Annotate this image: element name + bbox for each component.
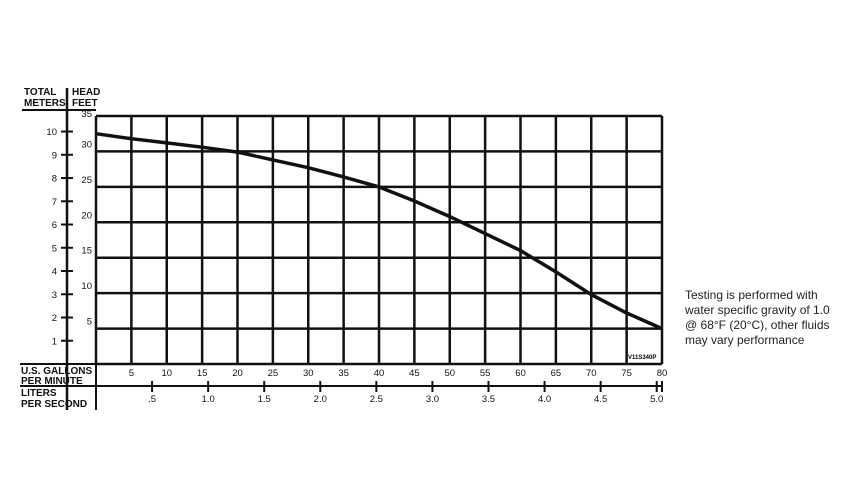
axes [20, 88, 663, 410]
meter-tick-label: 3 [52, 290, 57, 301]
gpm-tick-label: 75 [621, 368, 632, 379]
feet-tick-label: 15 [81, 246, 92, 257]
gpm-tick-label: 15 [197, 368, 208, 379]
y-label-meters: METERS [24, 98, 66, 109]
meter-tick-label: 7 [52, 197, 57, 208]
lps-tick-label: 4.5 [594, 394, 607, 405]
lps-tick-label: 5.0 [650, 394, 663, 405]
x-label-lps-2: PER SECOND [21, 399, 87, 410]
gpm-tick-label: 35 [338, 368, 349, 379]
y-header-total: TOTAL [24, 87, 56, 98]
meter-tick-label: 4 [52, 267, 57, 278]
feet-tick-label: 10 [81, 281, 92, 292]
testing-note: Testing is performed with water specific… [685, 288, 830, 347]
lps-tick-label: 1.5 [258, 394, 271, 405]
feet-tick-label: 20 [81, 210, 92, 221]
grid [94, 114, 664, 366]
gpm-tick-label: 25 [268, 368, 279, 379]
gpm-tick-label: 30 [303, 368, 314, 379]
gpm-tick-label: 45 [409, 368, 420, 379]
gpm-tick-label: 80 [657, 368, 668, 379]
lps-tick-label: 3.5 [482, 394, 495, 405]
meter-tick-label: 2 [52, 313, 57, 324]
gpm-tick-label: 40 [374, 368, 385, 379]
gpm-tick-label: 5 [129, 368, 134, 379]
lps-tick-label: 2.0 [314, 394, 327, 405]
meter-tick-label: 1 [52, 336, 57, 347]
x-label-gpm-2: PER MINUTE [21, 376, 83, 387]
meter-tick-label: 8 [52, 174, 57, 185]
gpm-tick-label: 50 [444, 368, 455, 379]
lps-tick-label: 4.0 [538, 394, 551, 405]
feet-tick-label: 5 [87, 317, 92, 328]
meter-tick-label: 6 [52, 220, 57, 231]
feet-tick-label: 35 [81, 109, 92, 120]
x-label-gpm-1: U.S. GALLONS [21, 366, 92, 377]
y-label-feet: FEET [72, 98, 98, 109]
x-label-lps-1: LITERS [21, 388, 57, 399]
feet-tick-label: 25 [81, 175, 92, 186]
gpm-tick-label: 70 [586, 368, 597, 379]
lps-tick-label: 1.0 [202, 394, 215, 405]
gpm-tick-label: 55 [480, 368, 491, 379]
gpm-tick-label: 60 [515, 368, 526, 379]
drawing-code: V11S340P [628, 355, 656, 361]
gpm-tick-label: 10 [161, 368, 172, 379]
lps-tick-label: 2.5 [370, 394, 383, 405]
performance-curve [95, 131, 663, 331]
y-header-head: HEAD [72, 87, 100, 98]
meter-tick-label: 5 [52, 243, 57, 254]
meter-tick-label: 9 [52, 150, 57, 161]
gpm-tick-label: 65 [551, 368, 562, 379]
meter-tick-label: 10 [46, 127, 57, 138]
feet-tick-label: 30 [81, 139, 92, 150]
lps-tick-label: .5 [148, 394, 156, 405]
gpm-tick-label: 20 [232, 368, 243, 379]
lps-tick-label: 3.0 [426, 394, 439, 405]
